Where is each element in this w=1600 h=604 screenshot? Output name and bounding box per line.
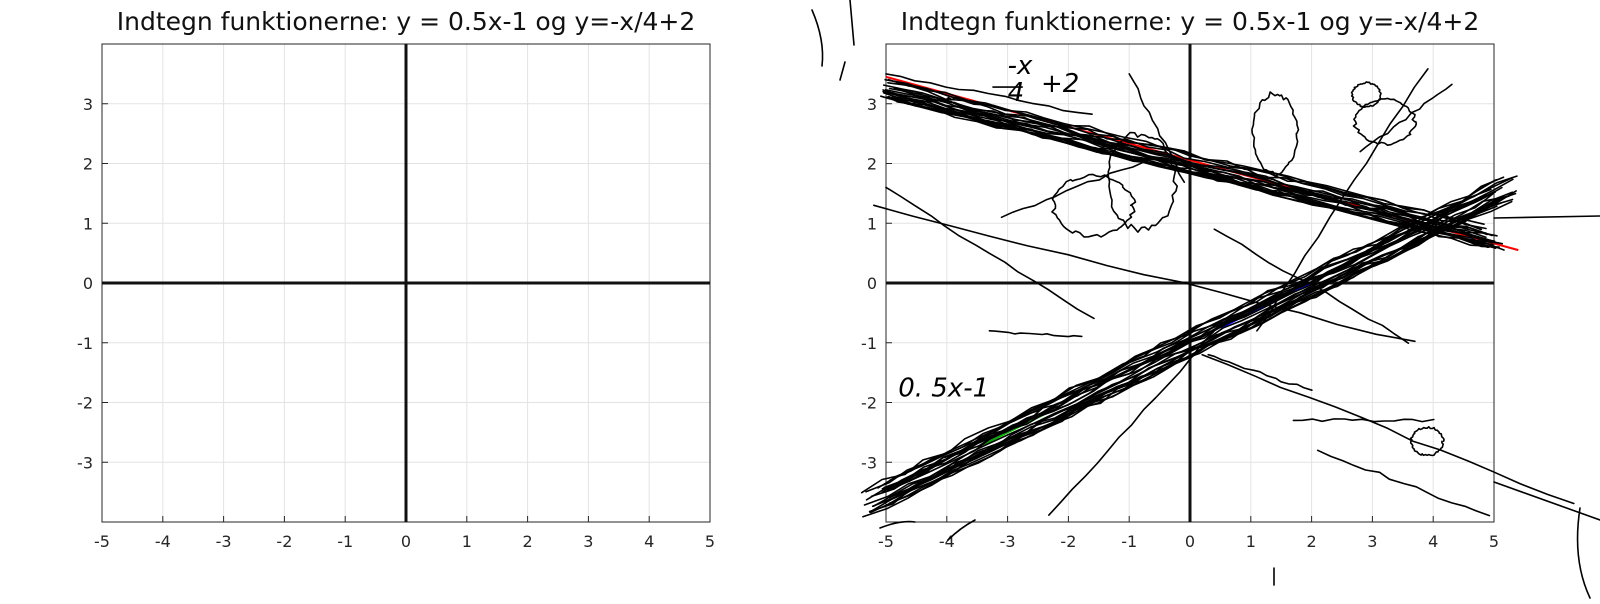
- x-tick-label: 3: [1367, 532, 1377, 551]
- x-tick-label: 1: [462, 532, 472, 551]
- right-plot-title: Indtegn funktionerne: y = 0.5x-1 og y=-x…: [901, 7, 1480, 36]
- scribble-stroke: [849, 0, 855, 46]
- scribble-loop: [1350, 81, 1382, 109]
- scribble-stroke: [887, 95, 1494, 246]
- x-tick-label: 0: [1185, 532, 1195, 551]
- x-tick-label: -2: [276, 532, 292, 551]
- scribble-stroke: [887, 78, 1485, 225]
- scribble-stroke: [1493, 215, 1600, 219]
- y-tick-label: -2: [861, 394, 877, 413]
- y-tick-label: 0: [867, 274, 877, 293]
- y-tick-label: 1: [83, 214, 93, 233]
- scribble-stroke: [1316, 449, 1491, 517]
- x-tick-label: 3: [583, 532, 593, 551]
- scribble-stroke: [889, 178, 1498, 482]
- y-tick-label: 0: [83, 274, 93, 293]
- scribble-stroke: [872, 191, 1514, 507]
- y-tick-label: -1: [77, 334, 93, 353]
- blank-plot: Indtegn funktionerne: y = 0.5x-1 og y=-x…: [77, 7, 715, 551]
- x-tick-label: -1: [337, 532, 353, 551]
- x-tick-label: 1: [1246, 532, 1256, 551]
- y-tick-label: 2: [83, 155, 93, 174]
- y-tick-label: 3: [83, 95, 93, 114]
- x-tick-label: 0: [401, 532, 411, 551]
- scribble-loop: [1051, 173, 1137, 238]
- x-tick-label: -1: [1121, 532, 1137, 551]
- x-tick-label: -4: [155, 532, 171, 551]
- scribble-stroke: [1576, 507, 1591, 599]
- scribble-stroke: [869, 202, 1502, 513]
- scribble-stroke: [1000, 156, 1154, 219]
- x-tick-label: -3: [1000, 532, 1016, 551]
- x-tick-label: 4: [1428, 532, 1438, 551]
- y-tick-label: 1: [867, 214, 877, 233]
- x-tick-label: -5: [94, 532, 110, 551]
- answers-plot: Indtegn funktionerne: y = 0.5x-1 og y=-x…: [811, 0, 1600, 599]
- scribble-stroke: [1048, 330, 1216, 516]
- scribble-stroke: [870, 186, 1503, 498]
- scribble-stroke: [1493, 481, 1600, 521]
- left-zero-axes: [102, 44, 710, 522]
- left-plot-title: Indtegn funktionerne: y = 0.5x-1 og y=-x…: [117, 7, 696, 36]
- scribble-loop: [1352, 97, 1418, 146]
- x-tick-label: -5: [878, 532, 894, 551]
- handwritten-scribbles: [811, 0, 1600, 599]
- right-zero-axes: [886, 44, 1494, 522]
- scribble-stroke: [896, 101, 1492, 247]
- scribble-stroke: [839, 61, 846, 81]
- scribble-stroke: [887, 82, 1482, 231]
- x-tick-label: -3: [216, 532, 232, 551]
- scribble-stroke: [1292, 418, 1435, 423]
- scribble-loop: [1251, 91, 1300, 178]
- scribble-stroke: [988, 330, 1083, 338]
- x-tick-label: 2: [1307, 532, 1317, 551]
- scribble-stroke: [811, 9, 824, 67]
- x-tick-label: -2: [1060, 532, 1076, 551]
- y-tick-label: -3: [861, 453, 877, 472]
- scribble-stroke: [891, 91, 1504, 245]
- scribble-stroke: [1201, 353, 1575, 505]
- scribble-stroke: [909, 96, 960, 105]
- y-tick-label: 3: [867, 95, 877, 114]
- x-tick-label: 5: [705, 532, 715, 551]
- scribble-stroke: [1256, 68, 1429, 332]
- handwritten-annotation: 0. 5x-1: [898, 374, 989, 404]
- handwritten-annotations: -x4 +2 0. 5x-1: [898, 51, 1079, 404]
- scribble-stroke: [1128, 73, 1186, 183]
- scribble-stroke: [1359, 83, 1453, 153]
- left-tick-labels: -5 -4 -3 -2 -1 0 1 2 3 4 5 -3 -2 -1 0 1 2 3: [77, 95, 715, 551]
- scribble-stroke: [883, 193, 1513, 503]
- scribble-loop: [1409, 426, 1445, 457]
- x-tick-label: 5: [1489, 532, 1499, 551]
- x-tick-label: 4: [644, 532, 654, 551]
- scribble-stroke: [1207, 353, 1313, 391]
- scribble-stroke: [1213, 228, 1410, 344]
- scribble-loop: [1107, 131, 1178, 233]
- scribble-stroke: [947, 519, 976, 541]
- handwritten-annotation: +2: [1041, 69, 1079, 99]
- handwritten-annotation: 4: [1008, 78, 1025, 108]
- x-tick-label: 2: [523, 532, 533, 551]
- handwritten-annotation: -x: [1008, 51, 1033, 81]
- y-tick-label: 2: [867, 155, 877, 174]
- y-tick-label: -3: [77, 453, 93, 472]
- scribble-stroke: [893, 99, 1497, 249]
- scribble-stroke: [879, 520, 916, 529]
- scribble-stroke: [885, 186, 1095, 320]
- scribble-stroke: [882, 89, 1488, 240]
- scribble-stroke: [885, 73, 1093, 115]
- y-tick-label: -1: [861, 334, 877, 353]
- scribble-stroke: [873, 204, 1416, 343]
- y-tick-label: -2: [77, 394, 93, 413]
